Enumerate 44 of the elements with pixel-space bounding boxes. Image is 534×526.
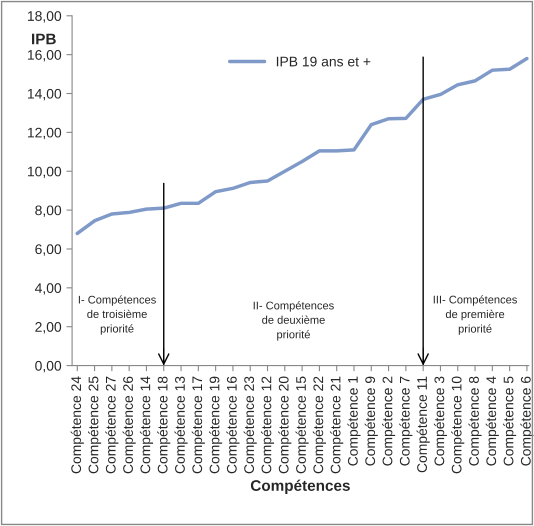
x-tick-label: Compétence 2 — [382, 376, 396, 466]
y-tick-label: 0,00 — [35, 360, 62, 372]
x-tick-label: Compétence 26 — [122, 376, 136, 474]
x-tick-label: Compétence 14 — [140, 376, 154, 474]
x-tick-label: Compétence 4 — [486, 376, 499, 466]
y-tick-label: 16,00 — [28, 50, 62, 62]
y-tick-label: 14,00 — [28, 88, 62, 100]
x-tick-label: Compétence 17 — [192, 376, 205, 474]
x-tick-label: Compétence 10 — [451, 376, 464, 474]
x-tick-label: Compétence 24 — [70, 376, 84, 474]
y-tick-label: 6,00 — [35, 244, 62, 256]
x-tick-label: Compétence 8 — [468, 376, 482, 466]
x-tick-label: Compétence 12 — [260, 376, 274, 474]
x-axis-title: Compétences — [250, 480, 350, 494]
x-tick-label: Compétence 20 — [278, 376, 292, 474]
x-tick-label: Compétence 25 — [88, 376, 102, 474]
x-tick-label: Compétence 9 — [364, 376, 378, 466]
x-tick-label: Compétence 1 — [347, 376, 361, 466]
x-tick-label: Compétence 19 — [209, 376, 222, 474]
x-tick-label: Compétence 11 — [416, 376, 430, 472]
y-tick-label: 18,00 — [28, 11, 62, 23]
x-tick-label: Compétence 21 — [330, 376, 344, 474]
legend-label: IPB 19 ans et + — [276, 56, 370, 66]
x-tick-label: Compétence 23 — [244, 376, 257, 474]
y-tick-label: 8,00 — [35, 205, 62, 217]
y-tick-label: 2,00 — [35, 322, 62, 334]
x-tick-label: Compétence 5 — [503, 376, 516, 466]
x-tick-label: Compétence 27 — [105, 376, 118, 474]
x-tick-label: Compétence 18 — [157, 376, 170, 474]
x-tick-label: Compétence 22 — [312, 376, 326, 474]
x-tick-label: Compétence 16 — [226, 376, 240, 474]
line-series — [76, 56, 529, 236]
annotation: II- Compétences de deuxième priorité — [254, 301, 334, 341]
x-tick-label: Compétence 3 — [434, 376, 448, 466]
annotation: I- Compétences de troisième priorité — [78, 295, 156, 335]
y-tick-label: 10,00 — [28, 166, 62, 178]
y-tick-label: 4,00 — [34, 283, 62, 295]
y-axis-title: IPB — [32, 34, 56, 44]
y-tick-label: 12,00 — [28, 128, 62, 140]
x-tick-label: Compétence 15 — [296, 376, 309, 474]
annotation: III- Compétences de première priorité — [434, 295, 517, 335]
x-tick-label: Compétence 7 — [399, 376, 412, 466]
x-tick-label: Compétence 13 — [174, 376, 188, 474]
x-tick-label: Compétence 6 — [520, 376, 534, 466]
